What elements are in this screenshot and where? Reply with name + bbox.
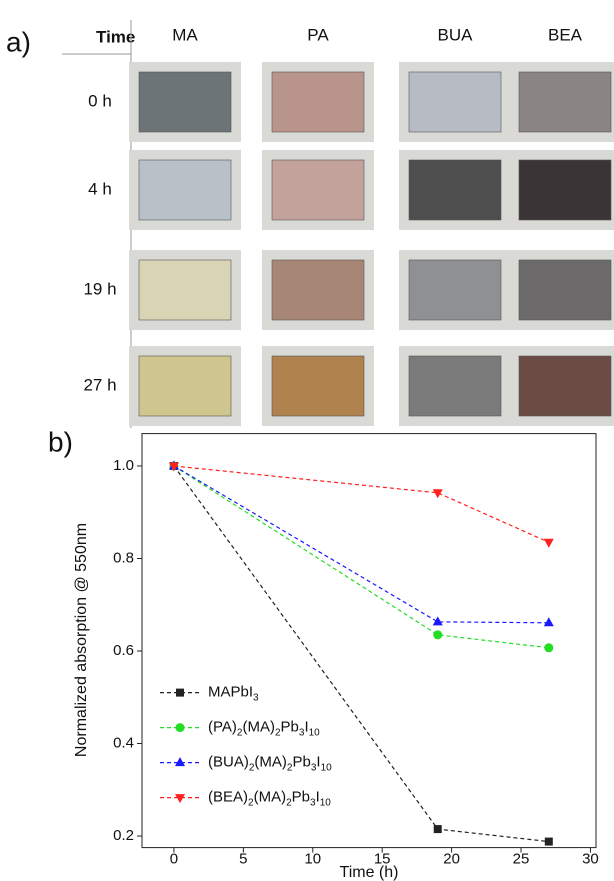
legend-label: MAPbI3 bbox=[208, 684, 259, 704]
header: Time bbox=[96, 27, 135, 46]
x-tick-label: 30 bbox=[582, 851, 599, 868]
marker bbox=[175, 723, 185, 733]
sample-film bbox=[518, 259, 612, 321]
y-tick-label: 0.2 bbox=[113, 827, 134, 844]
legend-label: (PA)2(MA)2Pb3I10 bbox=[208, 719, 320, 739]
y-tick-label: 1.0 bbox=[113, 457, 134, 474]
sample-film bbox=[271, 71, 365, 133]
column-header: PA bbox=[307, 25, 329, 44]
sample-film bbox=[408, 259, 502, 321]
y-tick-label: 0.4 bbox=[113, 734, 134, 751]
x-tick-label: 20 bbox=[443, 851, 460, 868]
series-line bbox=[173, 465, 549, 649]
row-label: 4 h bbox=[88, 179, 112, 198]
marker bbox=[543, 538, 554, 548]
sample-film bbox=[518, 71, 612, 133]
sample-film bbox=[138, 259, 232, 321]
sample-film bbox=[408, 159, 502, 221]
sample-film bbox=[271, 159, 365, 221]
series-line bbox=[173, 465, 549, 843]
marker bbox=[175, 794, 185, 804]
marker bbox=[543, 617, 554, 627]
x-tick-label: 5 bbox=[239, 851, 247, 868]
x-tick-label: 0 bbox=[170, 851, 178, 868]
marker bbox=[176, 688, 184, 697]
x-tick-label: 15 bbox=[374, 851, 391, 868]
plot-frame bbox=[141, 433, 597, 849]
marker bbox=[433, 630, 443, 640]
marker bbox=[433, 825, 442, 834]
marker bbox=[544, 837, 553, 846]
row-label: 0 h bbox=[88, 91, 112, 110]
panel-label: a) bbox=[6, 26, 31, 57]
column-header: BUA bbox=[438, 25, 474, 44]
x-tick-label: 10 bbox=[304, 851, 321, 868]
row-label: 27 h bbox=[83, 375, 116, 394]
sample-film bbox=[138, 71, 232, 133]
sample-film bbox=[408, 71, 502, 133]
series-line bbox=[173, 465, 550, 543]
marker bbox=[432, 616, 443, 626]
marker bbox=[544, 643, 554, 653]
marker bbox=[432, 489, 443, 499]
sample-film bbox=[138, 159, 232, 221]
x-tick-label: 25 bbox=[513, 851, 530, 868]
series-line bbox=[173, 465, 549, 624]
marker bbox=[175, 757, 185, 767]
panel-label: b) bbox=[48, 426, 73, 457]
y-tick-label: 0.8 bbox=[113, 549, 134, 566]
sample-film bbox=[271, 355, 365, 417]
row-label: 19 h bbox=[83, 279, 116, 298]
y-axis-label: Normalized absorption @ 550nm bbox=[73, 523, 90, 757]
legend-label: (BUA)2(MA)2Pb3I10 bbox=[208, 754, 332, 774]
legend-label: (BEA)2(MA)2Pb3I10 bbox=[208, 789, 331, 809]
column-header: MA bbox=[172, 25, 198, 44]
sample-film bbox=[518, 159, 612, 221]
marker bbox=[168, 462, 179, 472]
column-header: BEA bbox=[548, 25, 583, 44]
sample-film bbox=[518, 355, 612, 417]
sample-film bbox=[408, 355, 502, 417]
sample-film bbox=[271, 259, 365, 321]
y-tick-label: 0.6 bbox=[113, 642, 134, 659]
x-axis-label: Time (h) bbox=[340, 864, 399, 881]
sample-film bbox=[138, 355, 232, 417]
